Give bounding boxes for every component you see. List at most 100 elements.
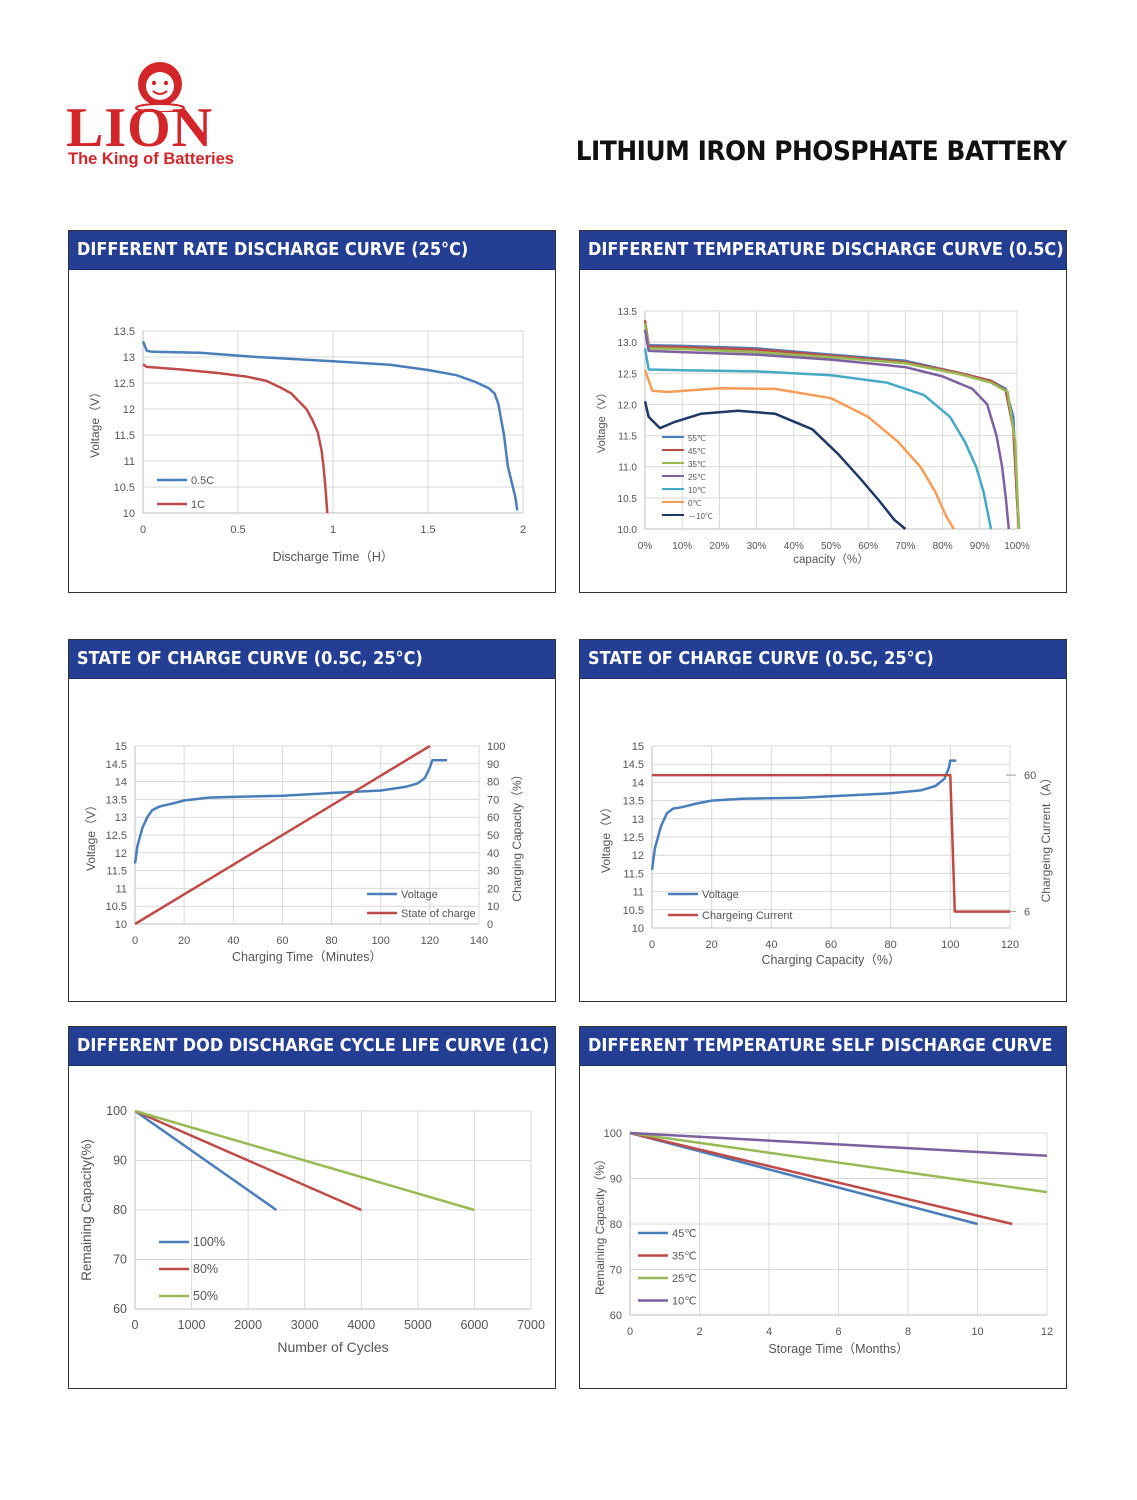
- y-tick-label: 90: [113, 1154, 127, 1168]
- series-line-1: [134, 1109, 362, 1212]
- y-tick-label: 10.5: [114, 482, 135, 494]
- legend-label: 50%: [193, 1289, 218, 1303]
- y-tick-label: 11.5: [114, 430, 135, 442]
- y-tick-label: 80: [610, 1219, 622, 1231]
- x-tick-label: 2: [520, 524, 526, 536]
- rate-discharge-panel: DIFFERENT RATE DISCHARGE CURVE (25°C) 0 0…: [68, 230, 556, 593]
- y-tick-label: 12.5: [618, 369, 638, 380]
- y-tick-label: 13: [115, 812, 127, 824]
- x-tick-label: 12: [1041, 1326, 1053, 1338]
- y-tick-label: 90: [610, 1174, 622, 1186]
- panel-title: DIFFERENT TEMPERATURE SELF DISCHARGE CUR…: [580, 1027, 1066, 1066]
- x-tick-label: 10%: [672, 541, 692, 552]
- x-axis-title: Charging Capacity（%）: [762, 953, 901, 967]
- legend: Voltage Chargeing Current: [668, 889, 793, 922]
- x-tick-label: 120: [421, 935, 439, 947]
- x-tick-label: 6: [835, 1326, 841, 1338]
- brand-tagline: The King of Batteries: [68, 150, 234, 168]
- series-line-6: [643, 401, 907, 530]
- x-tick-label: 2: [696, 1326, 702, 1338]
- series-line-0: [133, 758, 448, 864]
- temperature-discharge-panel: DIFFERENT TEMPERATURE DISCHARGE CURVE (0…: [579, 230, 1067, 593]
- y2-tick-label: 100: [487, 741, 505, 753]
- dod-cycle-life-chart: 0 1000 2000 3000 4000 5000 6000 7000 60 70 80 90 100…: [79, 1104, 545, 1355]
- x-tick-label: 40: [227, 935, 239, 947]
- x-tick-label: 3000: [291, 1318, 319, 1332]
- series-line-3: [643, 329, 1011, 530]
- x-tick-label: 0: [132, 935, 138, 947]
- series-line-0: [134, 1109, 278, 1212]
- series-line-2: [643, 323, 1021, 530]
- legend-label: State of charge: [401, 908, 476, 920]
- x-tick-label: 0: [132, 1318, 139, 1332]
- y-tick-label: 12.5: [106, 830, 127, 842]
- y-tick-label: 10.5: [106, 901, 127, 913]
- temperature-discharge-chart: 0% 10% 20% 30% 40% 50% 60% 70% 80% 90% 100% 10.0 10.…: [595, 307, 1030, 566]
- charge-capacity-panel: STATE OF CHARGE CURVE (0.5C, 25°C) 0 20 40…: [579, 639, 1067, 1002]
- x-tick-label: 0.5: [230, 524, 245, 536]
- panel-title: DIFFERENT DOD DISCHARGE CYCLE LIFE CURVE…: [69, 1027, 555, 1066]
- y-tick-label: 13: [123, 352, 135, 364]
- y-tick-label: 10.0: [618, 525, 638, 536]
- y-tick-label: 11.5: [623, 868, 644, 880]
- brand-logo: LION The King of Batteries: [60, 60, 270, 175]
- y-tick-label: 12: [632, 850, 644, 862]
- y-tick-label: 15: [632, 741, 644, 753]
- lion-mascot-icon: [135, 62, 185, 112]
- y-tick-label: 60: [113, 1302, 127, 1316]
- y-tick-label: 14: [632, 777, 644, 789]
- y-tick-label: 13.5: [114, 326, 135, 338]
- y2-tick-label: 10: [487, 901, 499, 913]
- dod-cycle-life-panel: DIFFERENT DOD DISCHARGE CYCLE LIFE CURVE…: [68, 1026, 556, 1389]
- panel-title: DIFFERENT RATE DISCHARGE CURVE (25°C): [69, 231, 555, 270]
- legend-label: 100%: [193, 1235, 225, 1249]
- legend-label: 55℃: [688, 434, 706, 443]
- panel-title: STATE OF CHARGE CURVE (0.5C, 25°C): [580, 640, 1066, 679]
- x-tick-label: 80%: [933, 541, 953, 552]
- charge-time-chart: 0 20 40 60 80 100 120 1401010.51111.51212.51313…: [84, 741, 524, 964]
- y2-tick-label: 30: [487, 866, 499, 878]
- series-line-0: [141, 340, 519, 511]
- x-tick-label: 60: [276, 935, 288, 947]
- y-axis-title: Remaining Capacity(%): [79, 1139, 94, 1281]
- y-tick-label: 13.5: [618, 307, 638, 318]
- y-axis-title: Voltage（V）: [88, 386, 102, 458]
- legend-label: 80%: [193, 1262, 218, 1276]
- legend-label: Voltage: [401, 889, 438, 901]
- x-tick-label: 70%: [895, 541, 915, 552]
- brand-name: LION: [66, 97, 214, 159]
- y-axis-title: Remaining Capacity（%）: [593, 1153, 607, 1295]
- legend-label: 25℃: [688, 473, 706, 482]
- y-tick-label: 12.0: [618, 400, 638, 411]
- panel-title: STATE OF CHARGE CURVE (0.5C, 25°C): [69, 640, 555, 679]
- y2-annotation-label: 6: [1024, 907, 1030, 919]
- y-tick-label: 14: [115, 777, 127, 789]
- x-tick-label: 1.5: [420, 524, 435, 536]
- y-tick-label: 12.5: [114, 378, 135, 390]
- series-line-3: [629, 1131, 1048, 1158]
- legend: 0.5C 1C: [157, 475, 214, 511]
- y-tick-label: 60: [610, 1310, 622, 1322]
- x-tick-label: 100: [941, 939, 959, 951]
- legend-label: 0.5C: [191, 475, 214, 487]
- y-tick-label: 80: [113, 1203, 127, 1217]
- y2-axis-title: Charging Capacity（%）: [510, 768, 524, 901]
- legend-label: Chargeing Current: [702, 910, 793, 922]
- y2-tick-label: 70: [487, 794, 499, 806]
- y-tick-label: 12: [123, 404, 135, 416]
- gridlines: [644, 310, 1018, 530]
- y2-axis-title: Chargeing Current（A）: [1039, 772, 1053, 903]
- legend-label: 35℃: [672, 1251, 697, 1263]
- document-title: LITHIUM IRON PHOSPHATE BATTERY: [576, 136, 1067, 167]
- y2-annotation-label: 60: [1024, 770, 1036, 782]
- y-tick-label: 13.5: [623, 796, 644, 808]
- series-line-0: [629, 1131, 978, 1226]
- y2-tick-label: 80: [487, 777, 499, 789]
- x-tick-label: 100: [372, 935, 390, 947]
- x-tick-label: 20%: [709, 541, 729, 552]
- x-tick-label: 60: [825, 939, 837, 951]
- x-tick-label: 80: [325, 935, 337, 947]
- y-tick-label: 15: [115, 741, 127, 753]
- series-line-0: [650, 759, 957, 870]
- legend-label: －10℃: [688, 512, 713, 521]
